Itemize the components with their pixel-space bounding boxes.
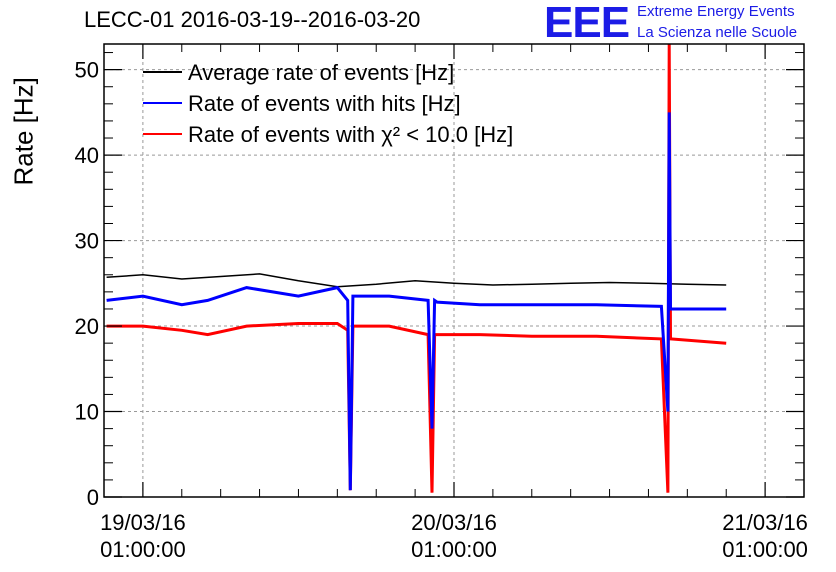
chart-title: LECC-01 2016-03-19--2016-03-20 bbox=[84, 7, 421, 32]
legend: Average rate of events [Hz] Rate of event… bbox=[143, 60, 513, 147]
legend-entry: Average rate of events [Hz] bbox=[188, 60, 454, 85]
x-tick-label-date: 21/03/16 bbox=[722, 510, 808, 535]
series-average-line bbox=[106, 273, 727, 288]
logo-line-1: Extreme Energy Events bbox=[637, 3, 795, 20]
y-tick-label: 50 bbox=[75, 58, 99, 83]
y-tick-label: 20 bbox=[75, 314, 99, 339]
grid-lines bbox=[104, 44, 804, 497]
y-tick-label: 0 bbox=[87, 485, 99, 510]
legend-entry: Rate of events with χ² < 10.0 [Hz] bbox=[188, 122, 513, 147]
logo-line-2: La Scienza nelle Scuole bbox=[637, 24, 798, 41]
y-tick-label: 30 bbox=[75, 229, 99, 254]
x-tick-label-time: 01:00:00 bbox=[100, 537, 186, 562]
series-hits-line bbox=[106, 112, 727, 491]
eee-logo: EEE bbox=[544, 0, 630, 47]
x-tick-label-time: 01:00:00 bbox=[722, 537, 808, 562]
y-tick-label: 10 bbox=[75, 400, 99, 425]
y-axis-label: Rate [Hz] bbox=[8, 77, 39, 186]
x-tick-label-date: 19/03/16 bbox=[100, 510, 186, 535]
axis-ticks: 0102030405019/03/1601:00:0020/03/1601:00… bbox=[75, 44, 808, 562]
series-layer bbox=[106, 43, 727, 493]
x-tick-label-time: 01:00:00 bbox=[411, 537, 497, 562]
x-tick-label-date: 20/03/16 bbox=[411, 510, 497, 535]
y-tick-label: 40 bbox=[75, 143, 99, 168]
legend-entry: Rate of events with hits [Hz] bbox=[188, 91, 461, 116]
